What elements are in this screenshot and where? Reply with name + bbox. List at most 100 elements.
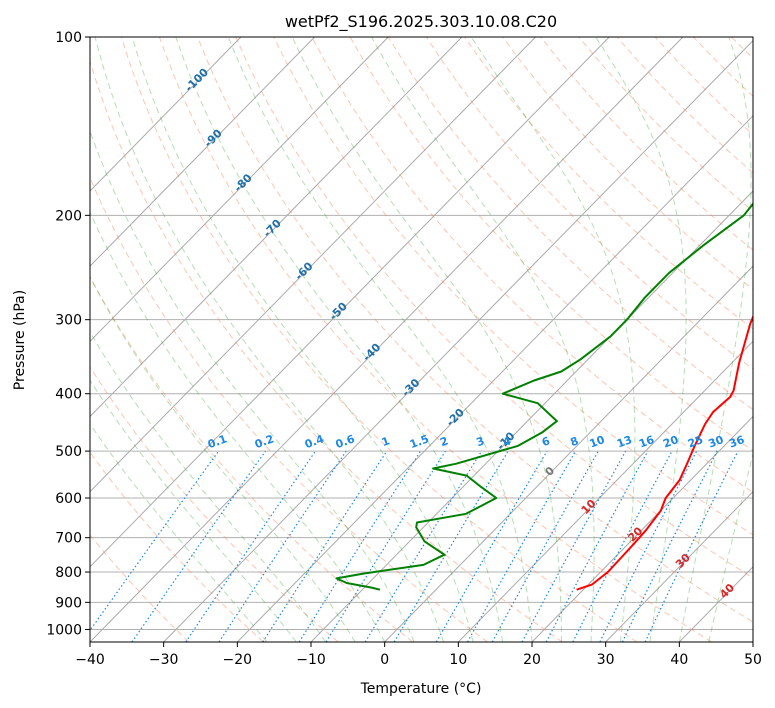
y-axis-title: Pressure (hPa) — [12, 290, 28, 390]
dry-adiabat-line — [197, 37, 753, 623]
moist-adiabats — [90, 37, 753, 642]
mixing-ratio-line — [90, 450, 220, 632]
mixing-ratio-label: 0.4 — [303, 432, 326, 451]
dry-adiabat-line — [90, 176, 488, 642]
dry-adiabats — [90, 37, 753, 642]
mixing-ratio-line — [521, 450, 627, 642]
mixing-ratio-line — [491, 450, 599, 642]
chart-title: wetPf2_S196.2025.303.10.08.C20 — [285, 12, 557, 32]
moist-adiabat-line — [90, 129, 415, 642]
profile-series — [335, 202, 753, 591]
x-tick-label: 40 — [670, 652, 688, 668]
mixing-ratio-line — [545, 450, 649, 642]
y-tick-label: 700 — [55, 531, 82, 547]
moist-adiabat-line — [227, 37, 533, 642]
mixing-ratio-label: 2 — [438, 434, 450, 449]
isotherm-line — [163, 39, 753, 642]
isotherm-line — [384, 265, 753, 642]
mixing-ratio-label: 36 — [727, 433, 746, 451]
isotherm-line — [90, 37, 610, 568]
isotherm-line — [531, 415, 753, 642]
mixing-ratio-line — [131, 450, 266, 642]
plot-frame — [89, 36, 754, 643]
x-tick-label: 0 — [380, 652, 389, 668]
mixing-ratio-line — [218, 450, 347, 642]
y-tick-label: 1000 — [46, 622, 82, 638]
x-axis-title: Temperature (°C) — [360, 681, 482, 697]
mixing-ratio-label: 0.6 — [334, 432, 357, 451]
isotherm-line — [236, 115, 753, 642]
moist-adiabat-line — [90, 330, 327, 642]
moist-adiabat-line — [131, 37, 474, 642]
isotherm-line — [90, 37, 536, 493]
mixing-ratio-label: 10 — [588, 433, 607, 451]
y-axis: 100 200 300 400 500 600 700 800 900 1000 — [46, 30, 90, 638]
x-tick-label: 20 — [523, 652, 541, 668]
y-tick-label: 200 — [55, 208, 82, 224]
dry-adiabat-line — [90, 451, 264, 642]
moist-adiabat-line — [90, 276, 356, 642]
x-tick-label: 50 — [744, 652, 762, 668]
dry-adiabat-line — [120, 37, 638, 642]
dry-adiabat-line — [235, 37, 753, 579]
moist-adiabat-line — [470, 37, 636, 642]
mixing-ratio-lines — [90, 450, 739, 642]
mixing-ratio-labels: 0.1 0.2 0.4 0.6 1 1.5 2 3 4 6 8 10 13 16 20 25 30 36 — [206, 432, 747, 451]
dry-adiabat-line — [273, 37, 753, 536]
dry-adiabat-line — [349, 37, 753, 452]
moist-adiabat-line — [291, 37, 562, 642]
mixing-ratio-line — [621, 450, 718, 642]
moist-adiabat-line — [175, 37, 503, 642]
isotherm-line — [90, 37, 242, 192]
isotherm-line — [90, 37, 315, 267]
plot-area: -100-90-80-70-60-50-40-30-20-10010203040… — [90, 37, 753, 642]
x-tick-label: −40 — [75, 652, 105, 668]
y-tick-label: 900 — [55, 595, 82, 611]
moist-adiabat-line — [90, 423, 268, 642]
isotherm-line — [90, 37, 463, 418]
y-tick-label: 600 — [55, 491, 82, 507]
mixing-ratio-label: 4 — [501, 434, 513, 449]
mixing-ratio-label: 6 — [540, 434, 552, 449]
dry-adiabat-line — [387, 37, 753, 411]
series-line — [576, 314, 753, 591]
isotherm-line — [90, 37, 389, 343]
y-tick-label: 100 — [55, 30, 82, 46]
mixing-ratio-label: 16 — [637, 433, 656, 451]
x-tick-label: −10 — [296, 652, 326, 668]
y-tick-label: 300 — [55, 313, 82, 329]
moist-adiabat-line — [90, 379, 297, 642]
x-tick-label: −20 — [223, 652, 253, 668]
mixing-ratio-line — [599, 450, 698, 642]
moist-adiabat-line — [595, 37, 687, 642]
mixing-ratio-line — [185, 450, 316, 642]
x-tick-label: 30 — [597, 652, 615, 668]
dry-adiabat-line — [311, 37, 753, 493]
y-tick-label: 400 — [55, 387, 82, 403]
isotherm-line — [605, 490, 753, 642]
y-tick-label: 800 — [55, 565, 82, 581]
mixing-ratio-label: 13 — [615, 433, 634, 450]
moist-adiabat-line — [94, 37, 445, 642]
mixing-ratio-label: 0.1 — [206, 432, 229, 451]
mixing-ratio-line — [466, 450, 577, 642]
y-tick-label: 500 — [55, 444, 82, 460]
mixing-ratio-line — [298, 450, 422, 642]
mixing-ratio-line — [364, 450, 483, 642]
moist-adiabat-line — [708, 451, 753, 642]
series-line — [335, 202, 753, 591]
dry-adiabat-line — [425, 37, 753, 370]
x-axis: −40 −30 −20 −10 0 10 20 30 40 50 — [75, 642, 762, 668]
mixing-ratio-label: 25 — [686, 433, 705, 450]
mixing-ratio-label: 1 — [380, 434, 392, 449]
mixing-ratio-label: 1.5 — [408, 432, 431, 451]
mixing-ratio-label: 3 — [475, 434, 487, 449]
moist-adiabat-line — [371, 37, 595, 642]
moist-adiabat-line — [678, 37, 752, 642]
x-tick-label: −30 — [149, 652, 179, 668]
moist-adiabat-line — [90, 210, 386, 642]
mixing-ratio-label: 8 — [569, 434, 581, 449]
mixing-ratio-label: 0.2 — [253, 432, 276, 451]
